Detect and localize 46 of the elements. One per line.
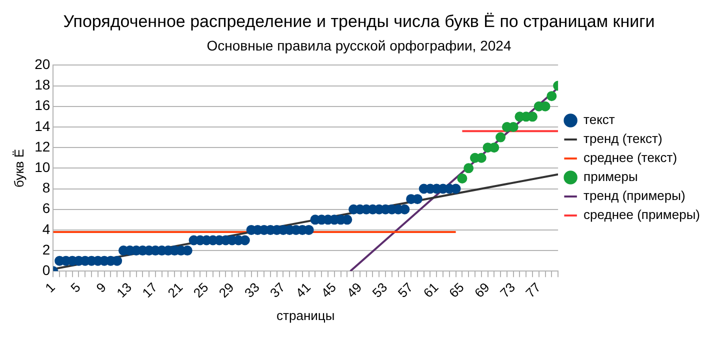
- x-tick-label: 1: [42, 280, 58, 296]
- y-tick-label: 10: [34, 159, 50, 176]
- x-tick-label: 17: [139, 280, 160, 301]
- point: [546, 91, 557, 102]
- x-tick-label: 45: [318, 280, 340, 301]
- y-axis-title: букв Ё: [11, 148, 26, 188]
- y-tick-label: 16: [34, 97, 50, 114]
- y-tick-label: 4: [42, 220, 50, 237]
- x-tick-label: 69: [472, 280, 492, 301]
- x-tick-label: 57: [394, 280, 416, 301]
- legend-label: текст: [584, 112, 615, 128]
- y-tick-label: 0: [42, 262, 50, 278]
- x-tick-label: 65: [446, 280, 467, 301]
- y-tick-label: 18: [34, 76, 50, 93]
- x-tick-label: 9: [93, 280, 109, 296]
- chart-subtitle: Основные правила русской орфографии, 2024: [206, 38, 512, 54]
- x-tick-label: 21: [164, 280, 186, 301]
- legend-label: среднее (текст): [584, 150, 678, 166]
- y-tick-label: 12: [34, 138, 50, 154]
- x-tick-label: 33: [241, 280, 262, 301]
- x-tick-label: 77: [522, 280, 544, 301]
- x-tick-label: 61: [420, 280, 442, 301]
- chart-title: Упорядоченное распределение и тренды числа букв Ё по страницам книги: [63, 12, 655, 31]
- x-tick-label: 37: [267, 280, 288, 301]
- x-tick-label: 41: [292, 280, 314, 301]
- x-tick-label: 29: [216, 280, 237, 301]
- x-tick-label: 25: [190, 280, 212, 301]
- x-tick-label: 53: [369, 280, 390, 301]
- legend-label: тренд (текст): [584, 131, 662, 146]
- y-tick-label: 2: [42, 241, 50, 258]
- y-tick-label: 14: [34, 118, 50, 134]
- y-tick-label: 6: [42, 200, 50, 216]
- point: [496, 132, 506, 142]
- legend-label: тренд (примеры): [584, 188, 686, 204]
- point: [464, 163, 474, 174]
- x-tick-label: 73: [497, 280, 518, 301]
- point: [489, 142, 500, 153]
- x-axis-title: страницы: [276, 308, 335, 323]
- x-tick-label: 49: [344, 280, 365, 301]
- x-tick-label: 13: [114, 280, 135, 301]
- y-tick-label: 8: [42, 180, 50, 196]
- point: [457, 173, 468, 184]
- y-tick-label: 20: [34, 56, 50, 72]
- legend-label: среднее (примеры): [584, 207, 700, 222]
- x-tick-label: 5: [68, 280, 84, 296]
- legend-label: примеры: [584, 169, 638, 184]
